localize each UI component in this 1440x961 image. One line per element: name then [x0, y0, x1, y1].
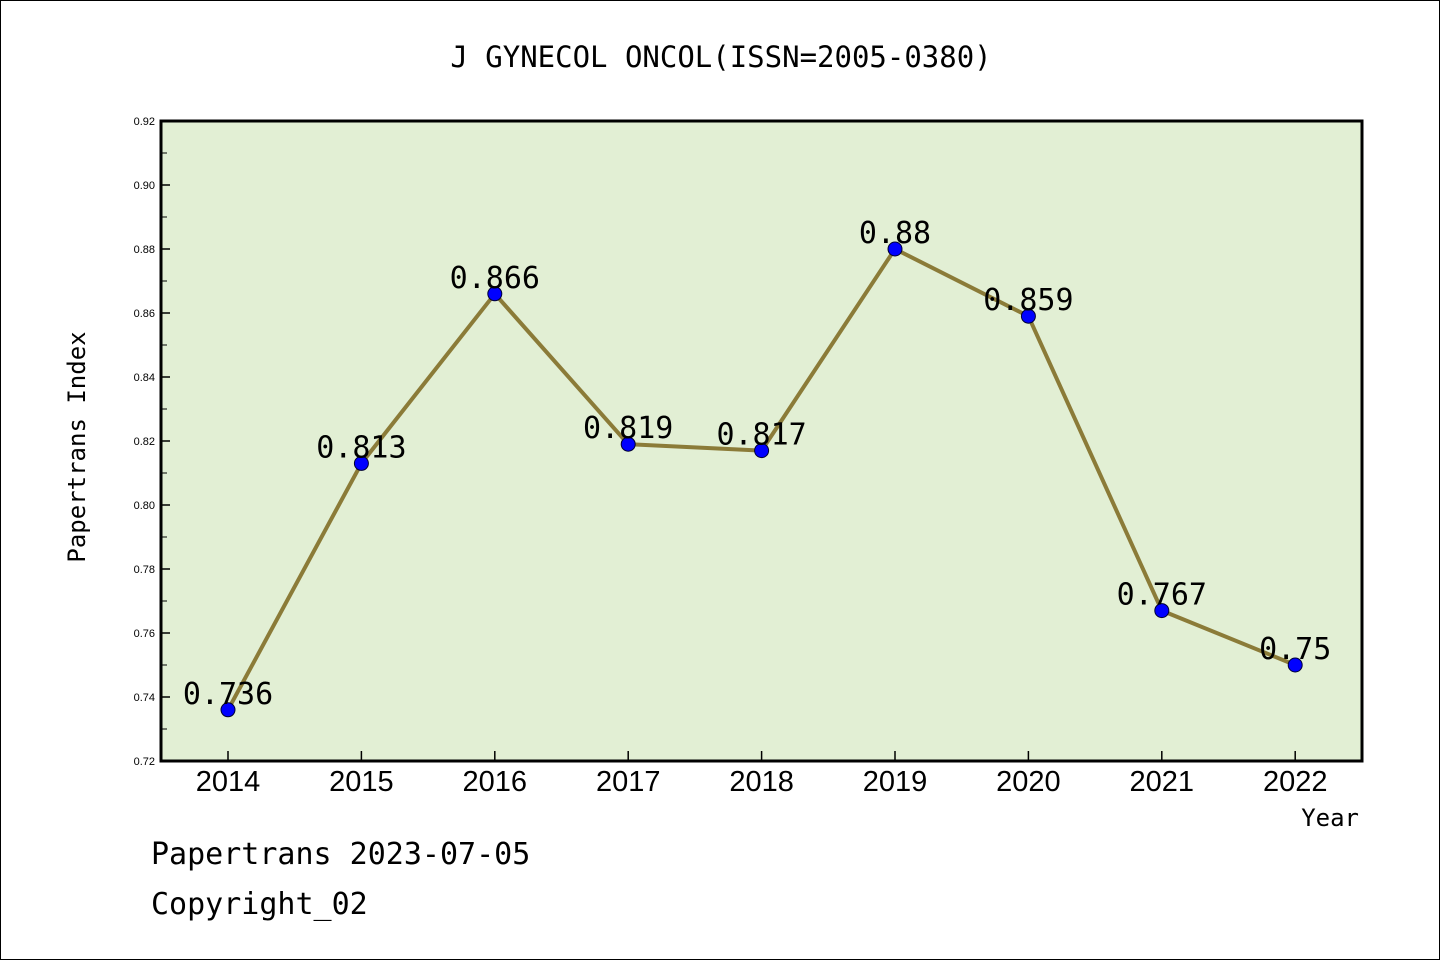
y-tick-label: 0.82	[134, 436, 155, 448]
source-date-text: Papertrans 2023-07-05	[151, 837, 531, 872]
data-point	[1020, 308, 1036, 324]
x-tick-label: 2018	[729, 766, 794, 798]
data-points	[220, 241, 1303, 718]
data-point	[887, 241, 903, 257]
data-label: 0.866	[450, 261, 540, 296]
data-label: 0.88	[859, 216, 931, 251]
x-tick-label: 2020	[996, 766, 1061, 798]
data-label: 0.819	[583, 411, 673, 446]
data-point	[487, 286, 503, 302]
x-tick-label: 2017	[596, 766, 661, 798]
data-label: 0.813	[316, 430, 406, 465]
y-tick-label: 0.86	[134, 308, 155, 320]
x-axis-label: Year	[1301, 804, 1359, 832]
data-label: 0.767	[1117, 578, 1207, 613]
x-tick-label: 2016	[463, 766, 528, 798]
x-tick-label: 2015	[329, 766, 394, 798]
x-axis: 2014 2015 2016 2017 2018 2019 2020 2021 2022	[196, 751, 1328, 798]
copyright-text: Copyright_02	[151, 887, 368, 922]
chart-title: J GYNECOL ONCOL(ISSN=2005-0380)	[450, 40, 991, 74]
x-tick-label: 2022	[1263, 766, 1328, 798]
x-tick-label: 2021	[1130, 766, 1195, 798]
data-point	[1287, 657, 1303, 673]
data-label: 0.75	[1259, 632, 1331, 667]
data-label: 0.817	[716, 418, 806, 453]
plot-area	[159, 119, 1364, 763]
data-label: 0.736	[183, 677, 273, 712]
data-point	[754, 443, 770, 459]
data-point	[620, 436, 636, 452]
y-axis-label: Papertrans Index	[63, 331, 91, 562]
data-labels: 0.736 0.813 0.866 0.819 0.817 0.88 0.859 0.767 0…	[183, 216, 1331, 712]
x-tick-label: 2014	[196, 766, 261, 798]
y-tick-label: 0.80	[134, 500, 155, 512]
data-point	[353, 455, 369, 471]
x-tick-label: 2019	[863, 766, 928, 798]
y-tick-label: 0.84	[134, 372, 155, 384]
y-axis: 0.72 0.74 0.76 0.78 0.80 0.82 0.84 0.86 0.88 0.90…	[134, 116, 170, 768]
data-point	[1154, 603, 1170, 619]
y-tick-label: 0.90	[134, 180, 155, 192]
data-label: 0.859	[983, 283, 1073, 318]
y-tick-label: 0.78	[134, 564, 155, 576]
data-point	[220, 702, 236, 718]
y-tick-label: 0.92	[134, 116, 155, 128]
y-tick-label: 0.72	[134, 756, 155, 768]
y-tick-label: 0.76	[134, 628, 155, 640]
y-tick-label: 0.74	[134, 692, 155, 704]
y-tick-label: 0.88	[134, 244, 155, 256]
